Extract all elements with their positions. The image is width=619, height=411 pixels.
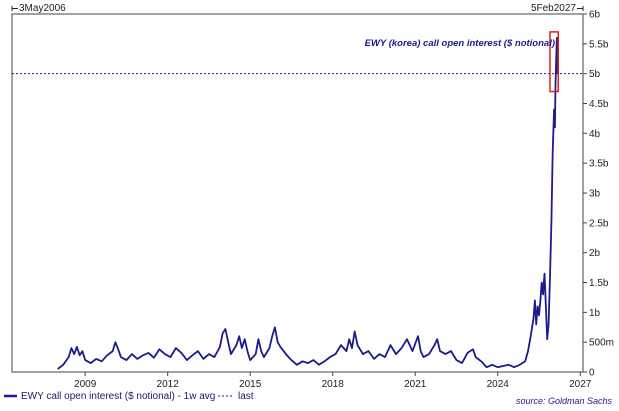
y-tick-label: 500m [589, 338, 614, 349]
legend-label-series: EWY call open interest ($ notional) - 1w… [21, 391, 215, 402]
y-axis: 0 500m 1b 1.5b 2b 2.5b 3b 3.5b 4b 4.5b 5b 5.5b 6b [583, 10, 614, 379]
x-tick-label: 2027 [569, 379, 592, 390]
highlight-box [549, 31, 559, 93]
series-line-ewy-call-oi [57, 37, 559, 370]
x-tick-label: 2021 [404, 379, 427, 390]
y-tick-label: 1.5b [589, 278, 609, 289]
series-annotation: EWY (korea) call open interest ($ notion… [365, 38, 555, 49]
legend-label-last: last [238, 391, 254, 402]
y-tick-label: 5b [589, 69, 601, 80]
x-tick-label: 2009 [74, 379, 97, 390]
plot-frame [11, 13, 584, 373]
x-tick-label: 2015 [239, 379, 262, 390]
y-tick-label: 2.5b [589, 218, 609, 229]
y-tick-label: 1b [589, 308, 601, 319]
x-axis: 2009 2012 2015 2018 2021 2024 2027 [74, 372, 592, 390]
y-tick-label: 6b [589, 10, 601, 21]
y-tick-label: 2b [589, 248, 601, 259]
end-date-label: 5Feb2027 [531, 3, 576, 14]
x-tick-label: 2018 [322, 379, 345, 390]
x-tick-label: 2024 [487, 379, 510, 390]
start-date-label: 3May2006 [19, 3, 66, 14]
y-tick-label: 4b [589, 129, 601, 140]
y-tick-label: 3.5b [589, 159, 609, 170]
x-tick-label: 2012 [157, 379, 180, 390]
source-label: source: Goldman Sachs [516, 396, 613, 406]
y-tick-label: 0 [589, 368, 595, 379]
y-tick-label: 4.5b [589, 99, 609, 110]
y-tick-label: 5.5b [589, 39, 609, 50]
y-tick-label: 3b [589, 189, 601, 200]
